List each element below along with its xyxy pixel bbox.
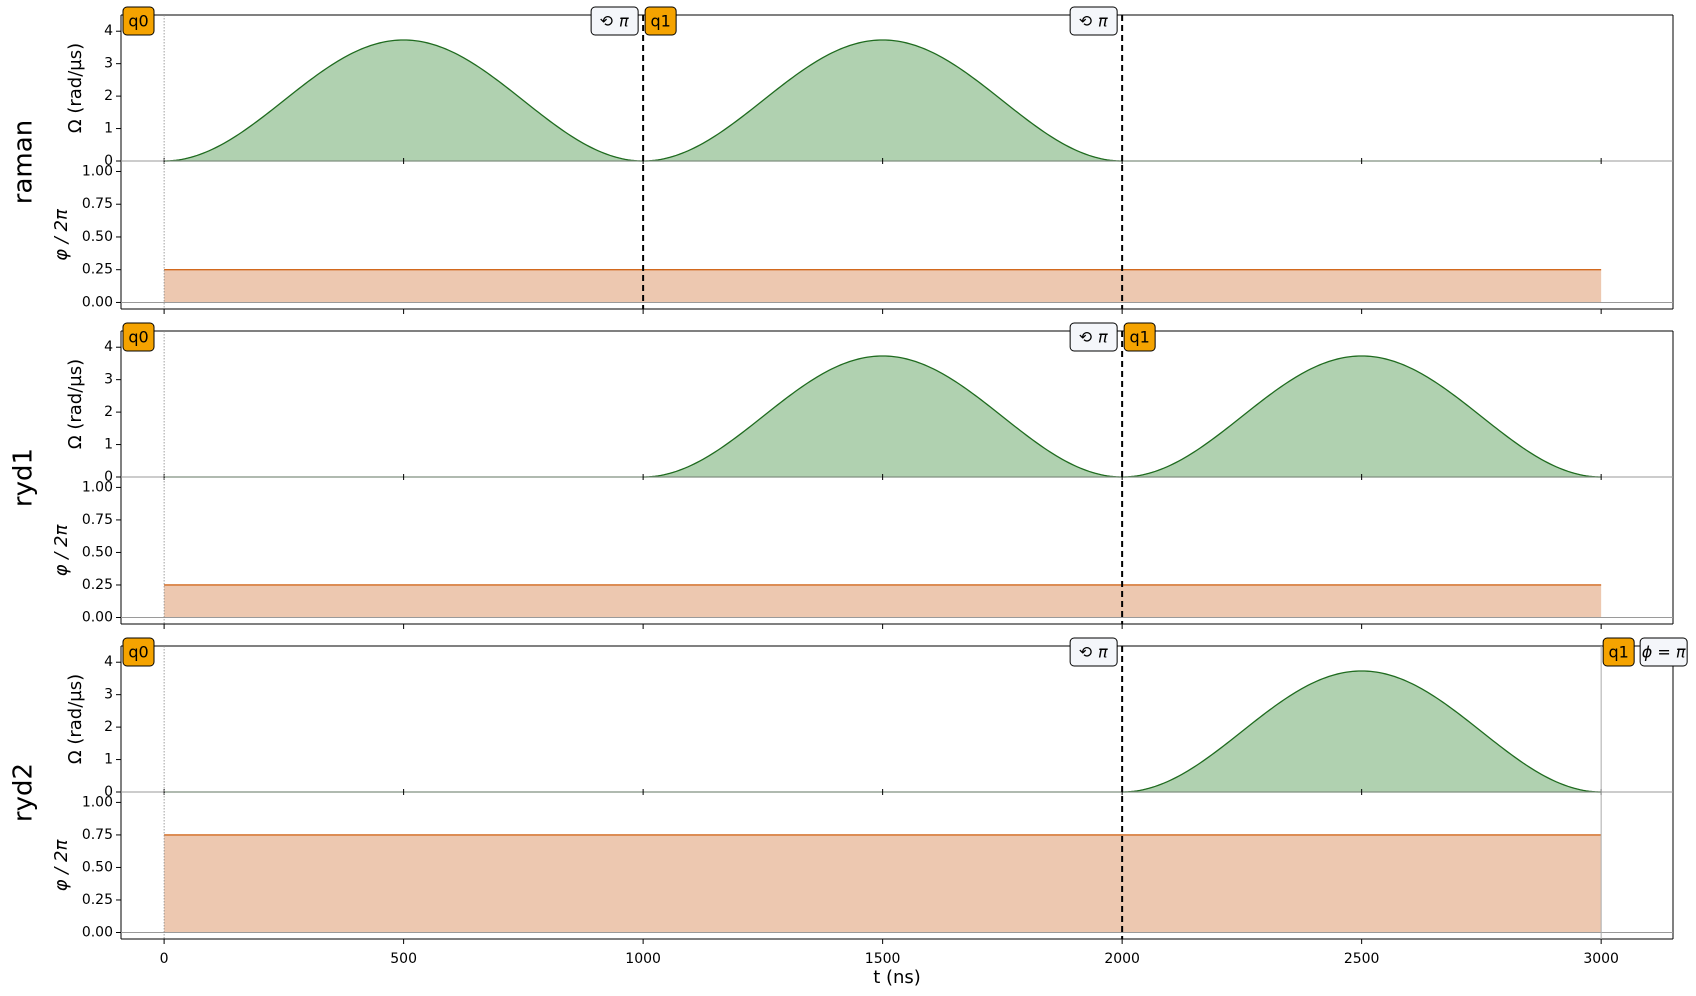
amplitude-pulse-fill bbox=[1122, 355, 1602, 477]
phase-y-tick-label: 0.25 bbox=[82, 262, 113, 278]
amplitude-pulse-line bbox=[1122, 355, 1602, 478]
phase-waveform bbox=[164, 834, 1602, 933]
target-tag-label: q1 bbox=[650, 12, 670, 31]
amplitude-pulse-fill bbox=[1122, 670, 1602, 792]
amplitude-pulse-fill bbox=[643, 39, 1123, 162]
amplitude-y-tick-label: 2 bbox=[104, 88, 113, 104]
phase-axis-label: φ / 2π bbox=[51, 839, 72, 892]
channel-ryd2: ryd2 Ω (rad/µs) φ / 2π 0 1 2 3 4 0.00 0.25 0.50 0.7… bbox=[9, 637, 1688, 944]
phase-y-tick-label: 0.25 bbox=[82, 577, 113, 593]
amplitude-y-tick-label: 3 bbox=[104, 56, 113, 72]
channel-raman: raman Ω (rad/µs) φ / 2π 0 1 2 3 4 0.00 0.25 0.50 0.… bbox=[9, 6, 1674, 314]
phase-tag-label: ⟲ π bbox=[1079, 643, 1108, 662]
amplitude-y-tick-label: 1 bbox=[104, 752, 113, 768]
channel-ryd1: ryd1 Ω (rad/µs) φ / 2π 0 1 2 3 4 0.00 0.25 0.50 0.7… bbox=[9, 322, 1674, 629]
amplitude-axis-label: Ω (rad/µs) bbox=[65, 674, 86, 764]
phase-y-tick-label: 0.50 bbox=[82, 229, 113, 245]
amplitude-y-tick-label: 1 bbox=[104, 121, 113, 137]
phase-tag-label: ⟲ π bbox=[1079, 328, 1108, 347]
phase-y-tick-label: 0.00 bbox=[82, 924, 113, 940]
phase-y-tick-label: 0.00 bbox=[82, 609, 113, 625]
x-tick-label: 3000 bbox=[1583, 951, 1619, 967]
amplitude-y-tick-label: 0 bbox=[104, 153, 113, 169]
amplitude-y-tick-label: 0 bbox=[104, 784, 113, 800]
phase-tag-label: ⟲ π bbox=[1079, 12, 1108, 31]
amplitude-axis-label: Ω (rad/µs) bbox=[65, 359, 86, 449]
amplitude-y-tick-label: 1 bbox=[104, 437, 113, 453]
x-tick-label: 2500 bbox=[1344, 951, 1380, 967]
phase-y-tick-label: 0.75 bbox=[82, 196, 113, 212]
phase-fill bbox=[164, 584, 1602, 618]
x-tick-label: 2000 bbox=[1104, 951, 1140, 967]
x-tick-label: 500 bbox=[390, 951, 417, 967]
phase-waveform bbox=[164, 584, 1602, 618]
phase-y-tick-label: 1.00 bbox=[82, 479, 113, 495]
phase-axis-label: φ / 2π bbox=[51, 524, 72, 577]
phase-y-tick-label: 1.00 bbox=[82, 163, 113, 179]
x-tick-label: 0 bbox=[160, 951, 169, 967]
phase-y-tick-label: 0.75 bbox=[82, 827, 113, 843]
target-tag bbox=[1123, 322, 1156, 352]
amplitude-y-tick-label: 0 bbox=[104, 469, 113, 485]
amplitude-pulse-line bbox=[1122, 670, 1602, 793]
phase-tag bbox=[1069, 637, 1118, 667]
amplitude-y-tick-label: 4 bbox=[104, 654, 113, 670]
amplitude-axis-label: Ω (rad/µs) bbox=[65, 43, 86, 133]
channel-label: ryd2 bbox=[9, 763, 39, 822]
phase-y-tick-label: 0.50 bbox=[82, 859, 113, 875]
target-tag bbox=[122, 322, 155, 352]
phase-y-tick-label: 0.25 bbox=[82, 892, 113, 908]
phase-tag bbox=[1069, 6, 1118, 36]
phase-axis-label: φ / 2π bbox=[51, 208, 72, 261]
target-tag-label: q0 bbox=[128, 12, 148, 31]
amplitude-y-tick-label: 3 bbox=[104, 372, 113, 388]
x-axis-label: t (ns) bbox=[873, 967, 921, 988]
target-tag bbox=[1602, 637, 1635, 667]
target-tag bbox=[122, 6, 155, 36]
phase-y-tick-label: 0.75 bbox=[82, 512, 113, 528]
amplitude-y-tick-label: 4 bbox=[104, 23, 113, 39]
phase-y-tick-label: 0.00 bbox=[82, 294, 113, 310]
phase-y-tick-label: 0.50 bbox=[82, 544, 113, 560]
phase-fill bbox=[164, 269, 1602, 303]
x-tick-label: 1000 bbox=[625, 951, 661, 967]
amplitude-y-tick-label: 3 bbox=[104, 687, 113, 703]
target-tag-label: q0 bbox=[128, 643, 148, 662]
phase-tag bbox=[1069, 322, 1118, 352]
amplitude-pulse-fill bbox=[164, 39, 644, 162]
phase-tag-label: ⟲ π bbox=[600, 12, 629, 31]
target-tag bbox=[122, 637, 155, 667]
amplitude-pulse-line bbox=[643, 355, 1123, 478]
amplitude-pulse-fill bbox=[643, 355, 1123, 477]
amplitude-waveform bbox=[164, 39, 1602, 162]
x-tick-label: 1500 bbox=[865, 951, 901, 967]
target-tag bbox=[644, 6, 677, 36]
amplitude-waveform bbox=[164, 670, 1602, 793]
phase-tag-label: ϕ = π bbox=[1642, 643, 1686, 662]
phase-tag bbox=[1639, 637, 1688, 667]
amplitude-waveform bbox=[164, 355, 1602, 478]
phase-waveform bbox=[164, 269, 1602, 303]
channel-label: ryd1 bbox=[9, 448, 39, 507]
phase-fill bbox=[164, 834, 1602, 933]
phase-y-tick-label: 1.00 bbox=[82, 794, 113, 810]
amplitude-y-tick-label: 4 bbox=[104, 339, 113, 355]
amplitude-pulse-line bbox=[164, 39, 644, 162]
target-tag-label: q1 bbox=[1608, 643, 1628, 662]
target-tag-label: q1 bbox=[1129, 328, 1149, 347]
phase-tag bbox=[590, 6, 639, 36]
amplitude-y-tick-label: 2 bbox=[104, 719, 113, 735]
amplitude-pulse-line bbox=[643, 39, 1123, 162]
amplitude-y-tick-label: 2 bbox=[104, 404, 113, 420]
target-tag-label: q0 bbox=[128, 328, 148, 347]
channel-label: raman bbox=[9, 120, 39, 204]
